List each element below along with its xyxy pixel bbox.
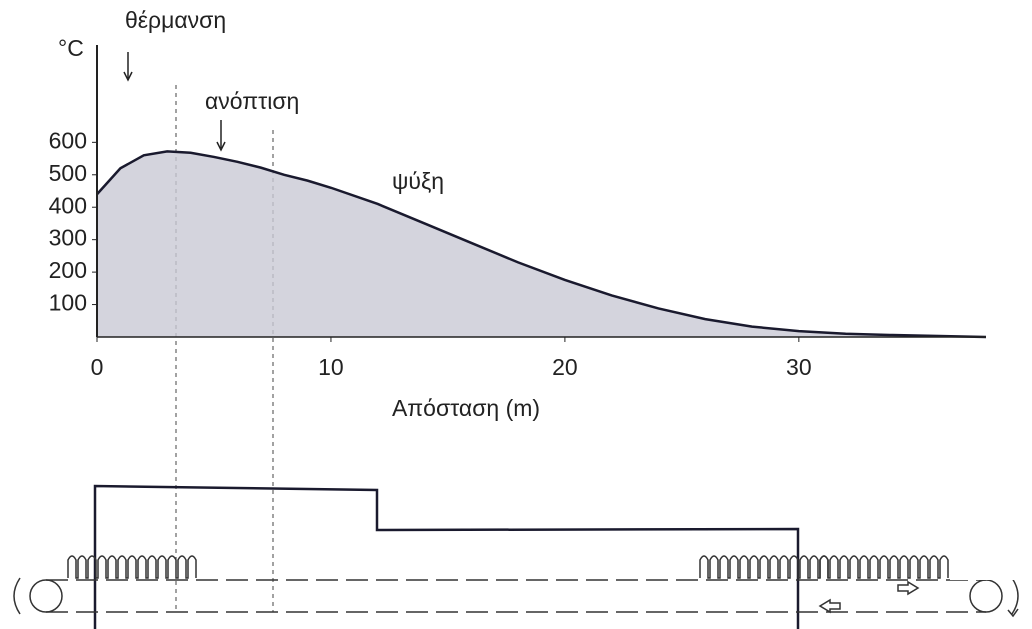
annotation: ανόπτιση xyxy=(205,88,299,114)
x-tick-label: 20 xyxy=(552,354,578,380)
furnace xyxy=(95,486,798,629)
area-fill xyxy=(97,151,986,337)
y-tick-label: 500 xyxy=(49,160,87,186)
x-tick-label: 0 xyxy=(91,354,104,380)
annotation: ψύξη xyxy=(392,168,444,194)
y-tick-label: 100 xyxy=(49,290,87,316)
x-tick-label: 10 xyxy=(318,354,344,380)
x-axis-label: Απόσταση (m) xyxy=(392,395,540,421)
y-axis-label: °C xyxy=(58,35,84,61)
y-tick-label: 200 xyxy=(49,257,87,283)
figure: °C Απόσταση (m) θέρμανση ανόπτιση ψύξη 1… xyxy=(0,0,1032,629)
conveyor xyxy=(14,556,1018,616)
x-tick-label: 30 xyxy=(786,354,812,380)
y-tick-label: 300 xyxy=(49,225,87,251)
y-tick-label: 600 xyxy=(49,127,87,153)
annotation: θέρμανση xyxy=(125,7,226,33)
mask xyxy=(950,540,1032,580)
y-tick-label: 400 xyxy=(49,192,87,218)
